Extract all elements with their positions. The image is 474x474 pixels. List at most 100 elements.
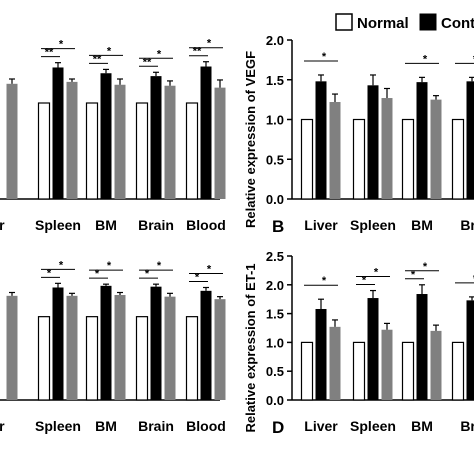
bar-brain-series-1 bbox=[135, 316, 149, 401]
chart-panel-d: 0.0 0.5 1.0 1.5 2.0 2.5 Relative expression of… bbox=[243, 249, 474, 437]
bar-bm-series-2 bbox=[100, 73, 112, 199]
x-tick-label: Spleen bbox=[35, 217, 81, 233]
significance-mark: * bbox=[145, 268, 150, 280]
significance-mark: * bbox=[207, 264, 212, 276]
significance-mark: * bbox=[59, 39, 64, 51]
y-tick-label: 0.0 bbox=[266, 192, 284, 207]
bar-bra-series-1 bbox=[451, 341, 465, 401]
bar-blood-series-1 bbox=[185, 102, 199, 200]
significance-mark: * bbox=[322, 275, 327, 287]
y-tick-label: 0.5 bbox=[266, 152, 284, 167]
bar-bm-series-3 bbox=[430, 99, 442, 199]
y-tick-label: 1.0 bbox=[266, 113, 284, 128]
bar-brain-series-3 bbox=[164, 85, 176, 199]
x-tick-label: Brain bbox=[138, 418, 174, 434]
bar-bm-series-2 bbox=[100, 285, 112, 400]
x-tick-label: Liver bbox=[304, 418, 338, 434]
significance-mark: * bbox=[59, 259, 64, 271]
legend-label-cont: Cont bbox=[441, 15, 474, 32]
bar-spleen-series-3 bbox=[66, 295, 78, 400]
chart-panel-b: 0.0 0.5 1.0 1.5 2.0 Relative expression of VE… bbox=[243, 33, 474, 236]
x-tick-label: Bra bbox=[460, 418, 474, 434]
significance-mark: ** bbox=[45, 47, 54, 59]
y-tick-label: 2.0 bbox=[266, 33, 284, 48]
bar-spleen-series-1 bbox=[352, 118, 366, 200]
significance-mark: * bbox=[374, 267, 379, 279]
x-tick-label: Bra bbox=[460, 217, 474, 233]
bar-spleen-series-2 bbox=[52, 287, 64, 400]
bar-bm-series-2 bbox=[416, 294, 428, 400]
bar-bm-series-3 bbox=[430, 330, 442, 400]
bar-liver-series-1 bbox=[300, 341, 314, 401]
panel-label: B bbox=[272, 217, 284, 236]
bar-blood-series-1 bbox=[185, 316, 199, 401]
bar-blood-series-2 bbox=[200, 290, 212, 400]
y-tick-label: 0.5 bbox=[266, 364, 284, 379]
bar-bm-series-3 bbox=[114, 295, 126, 400]
significance-mark: * bbox=[423, 53, 428, 65]
significance-mark: * bbox=[411, 269, 416, 281]
legend-swatch-normal bbox=[335, 13, 353, 31]
bar-liver-series-3 bbox=[329, 102, 341, 199]
bar-bra-series-1 bbox=[451, 118, 465, 200]
bar-brain-series-1 bbox=[135, 102, 149, 200]
bar-bm-series-1 bbox=[401, 341, 415, 401]
bar-spleen-series-1 bbox=[352, 341, 366, 401]
y-tick-label: 1.0 bbox=[266, 335, 284, 350]
significance-mark: * bbox=[362, 275, 367, 287]
bar-liver-series-2 bbox=[315, 81, 327, 199]
bar-blood-series-2 bbox=[200, 66, 212, 200]
y-axis-label: Relative expression of ET-1 bbox=[243, 263, 258, 432]
significance-mark: * bbox=[107, 260, 112, 272]
significance-mark: * bbox=[157, 260, 162, 272]
bar-brain-series-2 bbox=[150, 76, 162, 199]
x-tick-label: Spleen bbox=[35, 418, 81, 434]
significance-mark: * bbox=[195, 272, 200, 284]
x-tick-label: er bbox=[0, 217, 5, 233]
bar-er-series-3 bbox=[6, 83, 18, 199]
significance-mark: ** bbox=[143, 56, 152, 68]
significance-mark: * bbox=[473, 273, 474, 285]
y-tick-label: 0.0 bbox=[266, 393, 284, 408]
significance-mark: ** bbox=[193, 46, 202, 58]
legend: Normal Cont bbox=[335, 13, 474, 32]
bar-spleen-series-3 bbox=[66, 81, 78, 199]
significance-mark: * bbox=[322, 51, 327, 63]
y-axis-label: Relative expression of VEGF bbox=[243, 51, 258, 228]
y-tick-label: 1.5 bbox=[266, 307, 284, 322]
bar-bra-series-2 bbox=[466, 300, 474, 400]
y-tick-label: 1.5 bbox=[266, 73, 284, 88]
significance-mark: * bbox=[95, 268, 100, 280]
bar-bm-series-1 bbox=[401, 118, 415, 200]
significance-mark: * bbox=[157, 48, 162, 60]
x-tick-label: Brain bbox=[138, 217, 174, 233]
x-tick-label: Spleen bbox=[350, 418, 396, 434]
bar-liver-series-2 bbox=[315, 308, 327, 400]
significance-mark: * bbox=[207, 38, 212, 50]
x-tick-label: BM bbox=[411, 418, 433, 434]
bar-spleen-series-2 bbox=[367, 85, 379, 199]
bar-bm-series-1 bbox=[85, 316, 99, 401]
x-tick-label: Blood bbox=[186, 217, 226, 233]
bar-er-series-3 bbox=[6, 295, 18, 400]
x-tick-label: Blood bbox=[186, 418, 226, 434]
bar-bm-series-3 bbox=[114, 84, 126, 199]
legend-swatch-cont bbox=[419, 13, 437, 31]
bar-bm-series-1 bbox=[85, 102, 99, 200]
x-tick-label: BM bbox=[95, 217, 117, 233]
x-tick-label: er bbox=[0, 418, 5, 434]
x-tick-label: BM bbox=[95, 418, 117, 434]
significance-mark: * bbox=[423, 261, 428, 273]
bar-spleen-series-3 bbox=[381, 329, 393, 400]
bar-bm-series-2 bbox=[416, 82, 428, 199]
bar-spleen-series-2 bbox=[367, 298, 379, 400]
bar-bra-series-2 bbox=[466, 81, 474, 199]
bar-spleen-series-2 bbox=[52, 67, 64, 199]
bar-brain-series-2 bbox=[150, 286, 162, 400]
x-tick-label: BM bbox=[411, 217, 433, 233]
x-tick-label: Spleen bbox=[350, 217, 396, 233]
bar-brain-series-3 bbox=[164, 296, 176, 400]
x-tick-label: Liver bbox=[304, 217, 338, 233]
bar-spleen-series-1 bbox=[37, 316, 51, 401]
